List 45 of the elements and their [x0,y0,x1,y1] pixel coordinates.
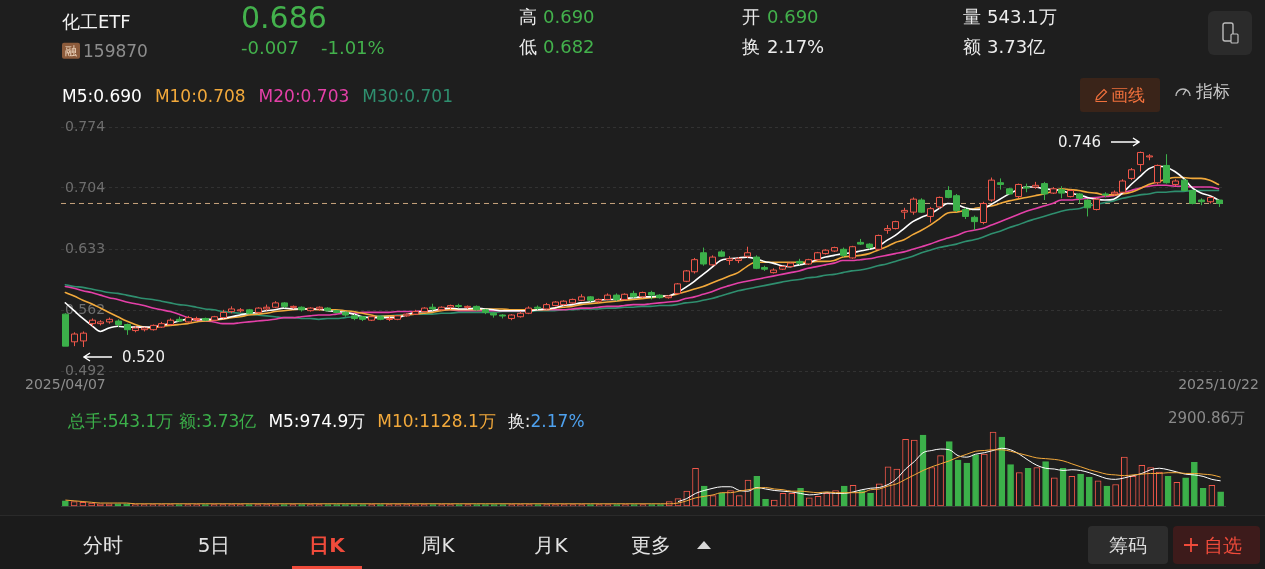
text: M5:0.690 [62,85,142,107]
text: -1.01% [321,37,385,59]
text: 159870 [83,40,148,62]
text: 日K [309,533,345,557]
text: 指标 [1196,80,1230,102]
text: 0.682 [543,36,595,58]
text: 额 [963,36,981,58]
text: 低 [519,36,537,58]
text: 2900.86万 [1167,409,1245,427]
text: 总手:543.1万 额:3.73亿 [68,410,257,432]
text: 543.1万 [987,6,1057,28]
text: 0.690 [543,6,595,28]
text: M10:1128.1万 [377,410,496,432]
text: M20:0.703 [258,85,350,107]
text: 2.17% [767,36,825,58]
text: 开 [742,6,760,28]
text: 画线 [1111,84,1145,106]
text: 3.73亿 [987,36,1046,58]
annotation: 0.520 [122,347,165,366]
text: 0.690 [767,6,819,28]
text: 自选 [1204,533,1242,557]
text: 月K [534,533,568,557]
x-tick-label: 2025/04/07 [25,376,106,393]
y-tick-label: 0.492 [65,361,106,378]
text: 换 [742,36,760,58]
text: 量 [963,6,981,28]
text: M5:974.9万 [268,410,366,432]
text: 更多 [631,533,671,557]
text: 周K [421,533,455,557]
x-tick-label: 2025/10/22 [1178,376,1259,393]
y-tick-label: 0.774 [65,118,106,135]
text: M30:0.701 [362,85,453,107]
text: -0.007 [241,37,300,59]
text: 5日 [197,533,231,557]
text: 高 [519,6,537,28]
y-tick-label: 0.633 [65,239,106,256]
text: 筹码 [1109,533,1147,557]
text: 化工ETF [62,11,131,33]
text: 0.686 [241,0,327,36]
text: 融 [62,42,80,60]
annotation: 0.746 [1058,132,1101,151]
y-tick-label: 0.704 [65,178,106,195]
text: M10:0.708 [154,85,246,107]
text: 分时 [83,533,123,557]
text: 换:2.17% [507,410,585,431]
